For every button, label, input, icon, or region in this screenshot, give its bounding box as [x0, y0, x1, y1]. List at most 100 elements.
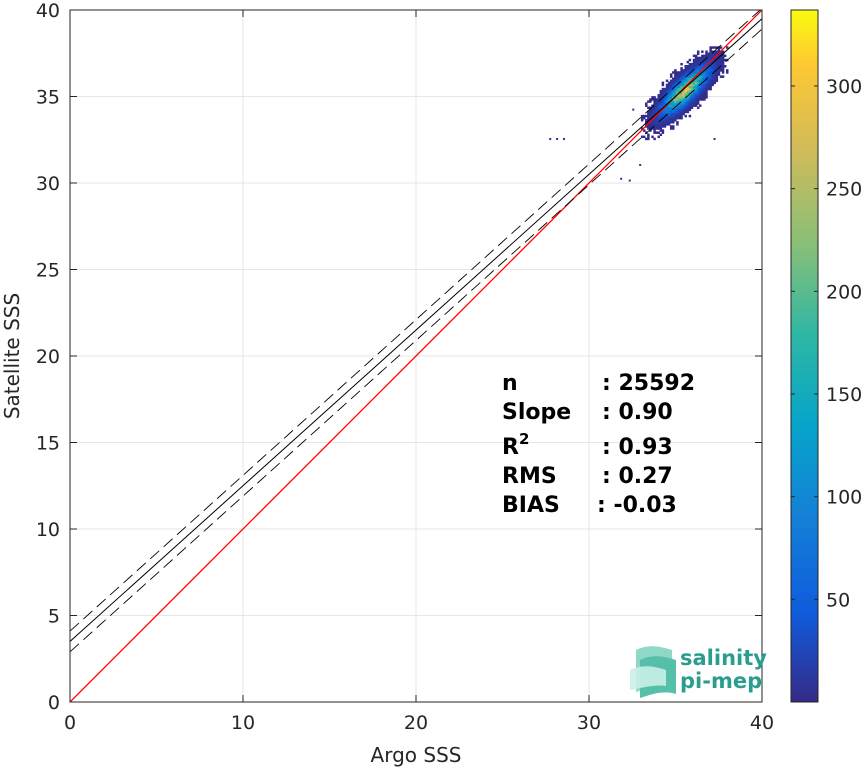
density-cell [705, 50, 708, 53]
density-cell [699, 92, 702, 95]
density-cell [682, 92, 685, 95]
stat-label-r2-sup: 2 [519, 430, 529, 448]
density-cell [686, 85, 690, 89]
density-cell [703, 73, 706, 76]
density-cell [688, 92, 692, 95]
density-cell [692, 104, 696, 107]
density-cell [653, 114, 656, 118]
density-cell [676, 85, 679, 89]
density-cell [667, 116, 671, 120]
density-cell [709, 71, 712, 74]
density-cell [663, 116, 667, 120]
density-cell [684, 110, 687, 114]
density-cell [692, 94, 696, 97]
density-cell [705, 79, 708, 83]
density-cell [645, 102, 648, 105]
density-cell [667, 100, 671, 103]
density-cell [686, 98, 690, 101]
density-cell [661, 87, 665, 91]
density-cell [672, 106, 675, 110]
density-cell [699, 98, 702, 101]
density-cell [705, 58, 708, 62]
density-cell [665, 85, 669, 89]
density-cell [686, 81, 690, 85]
density-cell [707, 75, 710, 78]
stats-box: n : 25592 Slope : 0.90 R2 : 0.93 RMS : 0… [502, 371, 695, 518]
density-cloud [549, 46, 729, 182]
density-cell [669, 104, 673, 107]
density-cell [657, 108, 660, 112]
density-cell [680, 87, 683, 91]
density-cell [696, 69, 700, 72]
density-cell [642, 114, 646, 118]
density-cell [705, 94, 708, 97]
density-cell [713, 65, 717, 68]
density-cell [699, 89, 702, 93]
density-cell [669, 79, 673, 83]
density-cell [684, 73, 687, 76]
density-cell [717, 71, 721, 74]
density-cell [711, 46, 714, 49]
density-cell [703, 89, 706, 93]
stat-label-bias: BIAS [502, 493, 560, 518]
density-cell [703, 87, 706, 91]
density-cell [711, 81, 714, 85]
density-cell [653, 131, 656, 134]
density-cell [672, 102, 675, 105]
density-cell [667, 104, 671, 107]
density-cell [665, 100, 669, 103]
density-cell [682, 100, 685, 103]
density-cell [701, 94, 704, 97]
density-cell [696, 52, 700, 56]
density-cell [713, 75, 717, 78]
density-cell [715, 69, 719, 72]
density-cell [688, 77, 692, 80]
density-cell [709, 52, 712, 56]
density-cell [653, 106, 656, 110]
density-cell [651, 110, 654, 114]
density-cell [678, 98, 681, 101]
density-cell [663, 96, 667, 99]
density-cell [709, 50, 712, 53]
density-cell [678, 116, 681, 120]
density-cell [705, 83, 708, 87]
density-cell [717, 48, 721, 51]
density-cell [694, 96, 698, 99]
density-cell [649, 129, 652, 132]
density-cell [653, 98, 656, 101]
density-cell [694, 56, 698, 60]
density-cell [686, 89, 690, 93]
density-cell [661, 81, 665, 85]
density-cell [680, 69, 683, 72]
colorbar-tick-label: 50 [826, 589, 850, 611]
x-axis-title: Argo SSS [371, 743, 462, 767]
density-cell [653, 118, 656, 122]
density-cell [690, 67, 694, 70]
density-cell [678, 85, 681, 89]
density-cell [690, 65, 694, 68]
density-cell [688, 69, 692, 72]
density-cell [678, 114, 681, 118]
density-cell [701, 96, 704, 99]
colorbar [790, 9, 819, 703]
density-cell [659, 104, 663, 107]
density-cell [676, 75, 679, 78]
density-cell [665, 89, 669, 93]
x-axis: 0 10 20 30 40 [64, 10, 774, 734]
density-cell [651, 108, 654, 112]
density-cell [669, 121, 673, 124]
density-cell [692, 65, 696, 68]
density-cell [709, 79, 712, 83]
density-cell [719, 75, 723, 78]
density-cell [665, 79, 669, 83]
density-cell [667, 110, 671, 114]
density-cell [721, 62, 725, 66]
density-cell [694, 60, 698, 64]
density-cell [711, 69, 714, 72]
density-cell [672, 110, 675, 114]
density-cell [690, 69, 694, 72]
density-cell [699, 94, 702, 97]
density-cell [674, 106, 677, 110]
density-cell [707, 67, 710, 70]
density-cell [688, 94, 692, 97]
